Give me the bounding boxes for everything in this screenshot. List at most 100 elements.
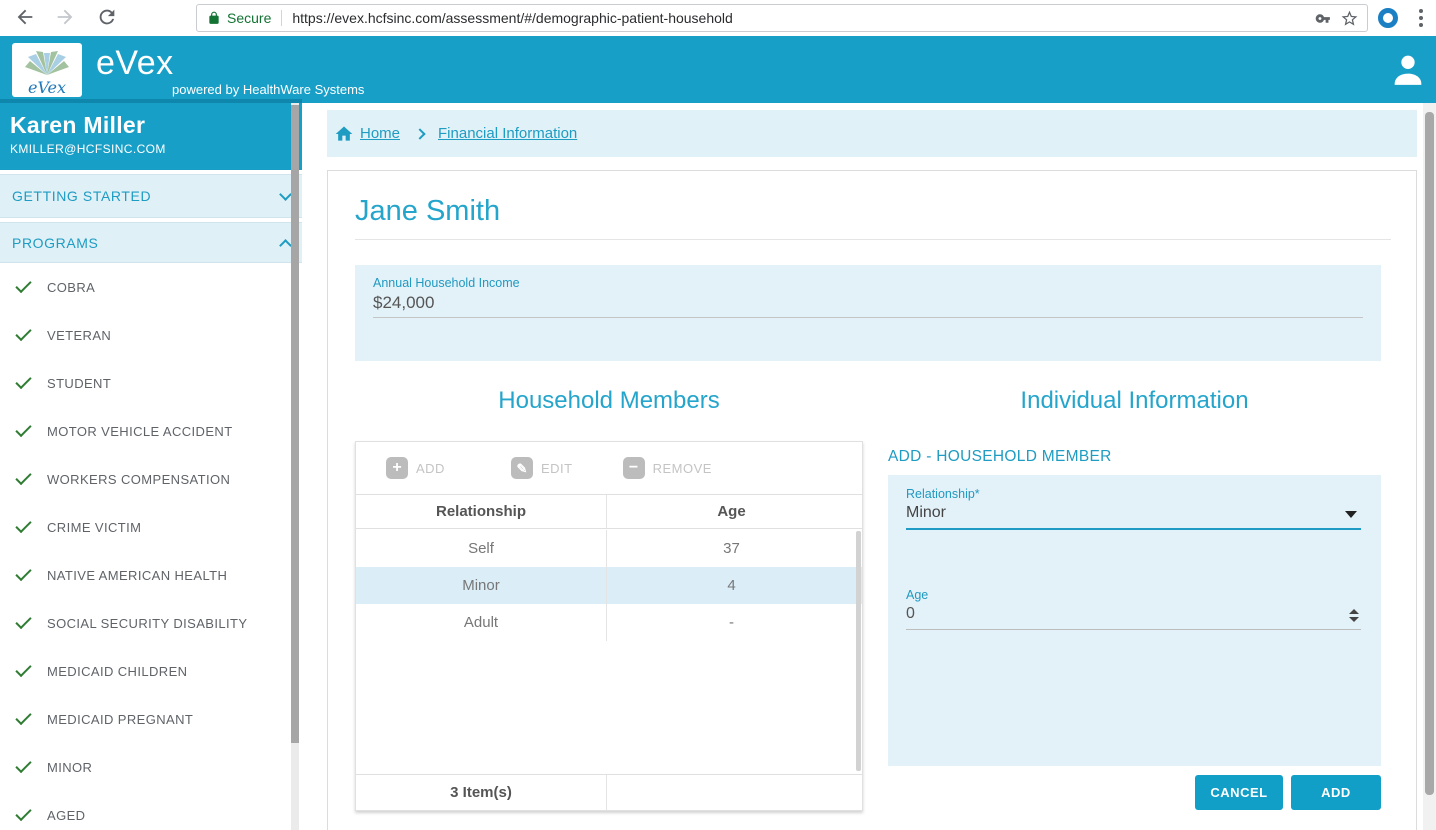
sidebar-item-native-american-health[interactable]: NATIVE AMERICAN HEALTH (0, 551, 290, 599)
check-icon (15, 324, 32, 341)
check-icon (15, 804, 32, 821)
item-count: 3 Item(s) (356, 775, 607, 810)
spinner-down-icon (1349, 617, 1359, 622)
edit-label: EDIT (540, 460, 573, 476)
check-icon (15, 276, 32, 293)
sidebar-item-veteran[interactable]: VETERAN (0, 311, 290, 359)
relationship-select[interactable]: Minor (906, 504, 1361, 530)
number-spinner[interactable] (1349, 609, 1359, 622)
dropdown-caret-icon (1345, 511, 1357, 518)
cell-age: - (729, 614, 734, 631)
chevron-up-icon (279, 238, 292, 252)
breadcrumb-home-link[interactable]: Home (360, 125, 401, 142)
cell-relationship: Self (356, 530, 607, 567)
table-header-row: Relationship Age (356, 494, 862, 529)
add-household-member-subtitle: ADD - HOUSEHOLD MEMBER (888, 448, 1112, 465)
table-row[interactable]: Self 37 (356, 530, 862, 567)
cancel-button[interactable]: CANCEL (1195, 775, 1283, 810)
check-icon (15, 708, 32, 725)
sidebar-scrollbar-thumb[interactable] (291, 105, 299, 743)
sidebar-section-programs[interactable]: PROGRAMS (0, 222, 302, 263)
cell-age: 37 (723, 540, 740, 557)
income-input[interactable]: $24,000 (373, 293, 1363, 318)
remove-row-button[interactable]: − REMOVE (622, 457, 712, 479)
edit-row-button[interactable]: ✎ EDIT (510, 457, 573, 479)
plus-icon: + (386, 457, 408, 479)
back-icon[interactable] (14, 6, 38, 30)
user-name: Karen Miller (10, 112, 146, 138)
footer-empty-cell (607, 775, 856, 810)
browser-menu-icon[interactable] (1417, 7, 1425, 29)
household-members-table: + ADD ✎ EDIT − REMOVE Relationship Age (355, 441, 863, 811)
add-button[interactable]: ADD (1291, 775, 1381, 810)
key-icon[interactable] (1315, 10, 1332, 27)
assessment-card: Jane Smith Annual Household Income $24,0… (327, 170, 1417, 830)
sidebar-item-label: MOTOR VEHICLE ACCIDENT (47, 423, 233, 439)
household-members-heading: Household Members (498, 387, 720, 414)
spinner-up-icon (1349, 609, 1359, 614)
url-text: https://evex.hcfsinc.com/assessment/#/de… (292, 10, 733, 26)
page-scrollbar-thumb[interactable] (1425, 112, 1434, 795)
check-icon (15, 612, 32, 629)
cell-relationship: Minor (356, 567, 607, 604)
sidebar-item-cobra[interactable]: COBRA (0, 263, 290, 311)
column-header-relationship: Relationship (356, 495, 607, 528)
sidebar-section-getting-started[interactable]: GETTING STARTED (0, 174, 302, 218)
extension-icon[interactable] (1378, 8, 1398, 28)
check-icon (15, 372, 32, 389)
sidebar-item-label: MEDICAID CHILDREN (47, 663, 188, 679)
logo-text: eVex (27, 78, 67, 97)
sidebar-item-crime-victim[interactable]: CRIME VICTIM (0, 503, 290, 551)
remove-label: REMOVE (652, 460, 712, 476)
sidebar-item-student[interactable]: STUDENT (0, 359, 290, 407)
user-email: KMILLER@HCFSINC.COM (10, 142, 166, 156)
breadcrumb-current-link[interactable]: Financial Information (438, 125, 578, 142)
check-icon (15, 516, 32, 533)
cell-age: 4 (727, 577, 736, 594)
sidebar-item-label: CRIME VICTIM (47, 519, 142, 535)
sidebar-item-workers-compensation[interactable]: WORKERS COMPENSATION (0, 455, 290, 503)
income-panel: Annual Household Income $24,000 (355, 265, 1381, 361)
account-icon[interactable] (1388, 48, 1428, 90)
app-header: eVex eVex powered by HealthWare Systems (0, 36, 1436, 103)
forward-icon[interactable] (54, 6, 78, 30)
individual-information-heading: Individual Information (1020, 387, 1249, 414)
relationship-value: Minor (906, 504, 947, 521)
check-icon (15, 564, 32, 581)
url-separator (281, 10, 283, 26)
brand-title: eVex (96, 44, 174, 82)
brand-tagline: powered by HealthWare Systems (172, 82, 365, 97)
sidebar-item-medicaid-pregnant[interactable]: MEDICAID PREGNANT (0, 695, 290, 743)
check-icon (15, 756, 32, 773)
sidebar-item-motor-vehicle-accident[interactable]: MOTOR VEHICLE ACCIDENT (0, 407, 290, 455)
age-input[interactable]: 0 (906, 605, 1361, 630)
sidebar-item-label: NATIVE AMERICAN HEALTH (47, 567, 228, 583)
individual-form-panel: Relationship* Minor Age 0 (888, 475, 1381, 766)
sidebar-item-label: SOCIAL SECURITY DISABILITY (47, 615, 248, 631)
sidebar-item-social-security-disability[interactable]: SOCIAL SECURITY DISABILITY (0, 599, 290, 647)
sidebar-item-label: VETERAN (47, 327, 112, 343)
sidebar-item-aged[interactable]: AGED (0, 791, 290, 830)
sidebar: Karen Miller KMILLER@HCFSINC.COM GETTING… (0, 103, 302, 830)
check-icon (15, 420, 32, 437)
age-value: 0 (906, 605, 915, 622)
sidebar-item-label: COBRA (47, 279, 96, 295)
url-bar[interactable]: Secure https://evex.hcfsinc.com/assessme… (196, 4, 1368, 32)
table-row-selected[interactable]: Minor 4 (356, 567, 862, 604)
add-label: ADD (416, 460, 445, 476)
check-icon (15, 468, 32, 485)
sidebar-user-block: Karen Miller KMILLER@HCFSINC.COM (0, 103, 302, 170)
table-footer-row: 3 Item(s) (356, 774, 862, 810)
sidebar-item-minor[interactable]: MINOR (0, 743, 290, 791)
pencil-icon: ✎ (510, 457, 533, 479)
browser-chrome: Secure https://evex.hcfsinc.com/assessme… (0, 0, 1436, 36)
table-row[interactable]: Adult - (356, 604, 862, 641)
table-scrollbar-thumb[interactable] (856, 531, 861, 771)
sidebar-item-medicaid-children[interactable]: MEDICAID CHILDREN (0, 647, 290, 695)
chevron-down-icon (279, 187, 292, 201)
add-row-button[interactable]: + ADD (386, 457, 445, 479)
refresh-icon[interactable] (96, 6, 120, 30)
lock-icon (209, 11, 219, 24)
divider (355, 239, 1391, 240)
bookmark-star-icon[interactable] (1340, 9, 1359, 28)
